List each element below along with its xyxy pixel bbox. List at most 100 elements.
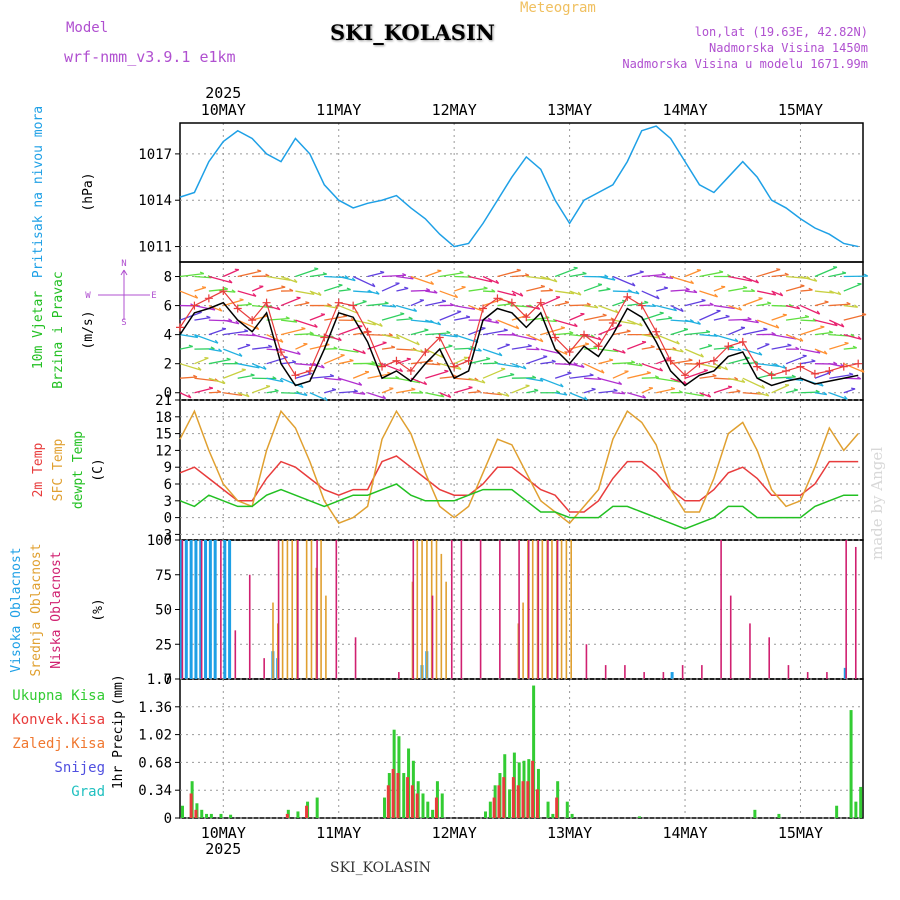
wind-gust-marker	[479, 304, 488, 313]
wind-arrow-head	[476, 389, 481, 393]
y-tick-label: 1014	[138, 193, 172, 209]
wind-gust-marker	[320, 333, 329, 342]
wind-arrow-head	[782, 313, 787, 316]
bottom-date-label: 10MAY	[201, 824, 246, 842]
wind-arrow-head	[300, 384, 304, 388]
wind-arrow	[800, 348, 821, 354]
wind-arrow	[829, 319, 845, 328]
wind-arrow-head	[188, 344, 193, 348]
cloud-bar	[624, 665, 626, 679]
wind-arrow-head	[206, 315, 211, 319]
wind-arrow-head	[522, 365, 527, 370]
wind-arrow	[699, 375, 717, 379]
cloud-bar	[720, 540, 722, 679]
wind-gust-marker	[695, 359, 704, 368]
wind-arrow-head	[238, 352, 243, 357]
wind-arrow	[179, 272, 204, 278]
wind-arrow-head	[486, 357, 491, 360]
wind-gust-marker	[652, 327, 661, 336]
wind-arrow-head	[743, 285, 748, 289]
y-tick-label: 2	[164, 357, 172, 373]
wind-arrow-head	[425, 288, 431, 291]
wind-arrow-head	[408, 316, 413, 320]
wind-arrow-head	[279, 378, 284, 383]
wind-arrow-head	[650, 345, 655, 348]
wind-arrow-head	[775, 324, 780, 329]
wind-gust-marker	[507, 298, 516, 307]
wind-arrow	[338, 359, 354, 365]
wind-arrow	[843, 347, 857, 350]
wind-arrow	[569, 272, 587, 278]
wind-arrow	[771, 376, 796, 379]
cloud-bar	[421, 540, 423, 679]
wind-arrow-head	[800, 284, 805, 287]
wind-gust-marker	[637, 301, 646, 310]
wind-arrow	[829, 303, 851, 307]
wind-arrow-head	[672, 346, 677, 351]
wind-arrow	[266, 334, 284, 343]
wind-arrow	[670, 359, 693, 365]
wind-arrow	[554, 372, 572, 379]
cloud-bar	[843, 667, 847, 679]
wind-arrow-head	[608, 358, 614, 361]
wind-gust-marker	[392, 356, 401, 365]
wind-arrow	[295, 343, 308, 350]
cloud-bar	[531, 540, 534, 679]
wind-gust-marker	[681, 371, 690, 380]
wind-arrow-head	[423, 381, 428, 385]
precip-bar	[546, 801, 550, 818]
wind-arrow	[410, 329, 429, 336]
wind-arrow	[785, 304, 800, 310]
cloud-bar	[670, 672, 674, 679]
wind-arrow	[612, 348, 626, 354]
wind-arrow-head	[610, 317, 615, 321]
wind-arrow-head	[597, 336, 602, 341]
wind-arrow-head	[863, 273, 869, 277]
wind-speed-line	[179, 301, 859, 387]
wind-arrow	[468, 391, 481, 394]
wind-arrow	[252, 346, 273, 350]
wind-arrow-head	[437, 269, 442, 272]
wind-arrow	[194, 334, 219, 344]
wind-arrow	[367, 290, 380, 295]
wind-arrow-head	[239, 298, 244, 301]
precip-legend-item: Ukupna Kisa	[12, 688, 105, 704]
wind-arrow	[526, 377, 544, 382]
wind-arrow-head	[791, 374, 796, 378]
wind-arrow-head	[247, 302, 252, 305]
wind-arrow-head	[487, 317, 492, 321]
cloud-bar	[537, 540, 540, 679]
wind-arrow-head	[437, 321, 442, 326]
wind-arrow-head	[862, 312, 867, 316]
wind-arrow	[713, 363, 728, 371]
wind-arrow-head	[750, 288, 756, 292]
top-year-label: 2025	[205, 84, 241, 102]
wind-arrow-head	[573, 362, 578, 366]
bottom-date-label: 11MAY	[316, 824, 361, 842]
wind-arrow	[583, 283, 603, 292]
wind-arrow	[742, 377, 765, 389]
wind-arrow	[223, 330, 249, 336]
wind-arrow	[381, 333, 400, 340]
wind-arrow-head	[851, 387, 856, 390]
wind-arrow-head	[597, 283, 602, 286]
wind-arrow	[295, 333, 314, 336]
wind-arrow-head	[384, 301, 389, 304]
wind-arrow-head	[296, 351, 301, 355]
wind-arrow	[425, 270, 442, 278]
wind-arrow-head	[693, 289, 698, 294]
wind-arrow-head	[593, 345, 598, 349]
wind-arrow-head	[539, 338, 544, 343]
pressure-line	[179, 125, 859, 248]
wind-arrow	[179, 333, 198, 339]
precip-bar	[426, 801, 430, 818]
wind-arrow	[612, 361, 635, 365]
wind-arrow-head	[440, 393, 445, 398]
wind-arrow-head	[712, 373, 717, 377]
precip-bar	[434, 797, 438, 818]
wind-arrow-head	[613, 388, 618, 392]
precip-bar	[521, 781, 525, 818]
wind-arrow-head	[844, 341, 849, 344]
wind-gust-marker	[724, 342, 733, 351]
